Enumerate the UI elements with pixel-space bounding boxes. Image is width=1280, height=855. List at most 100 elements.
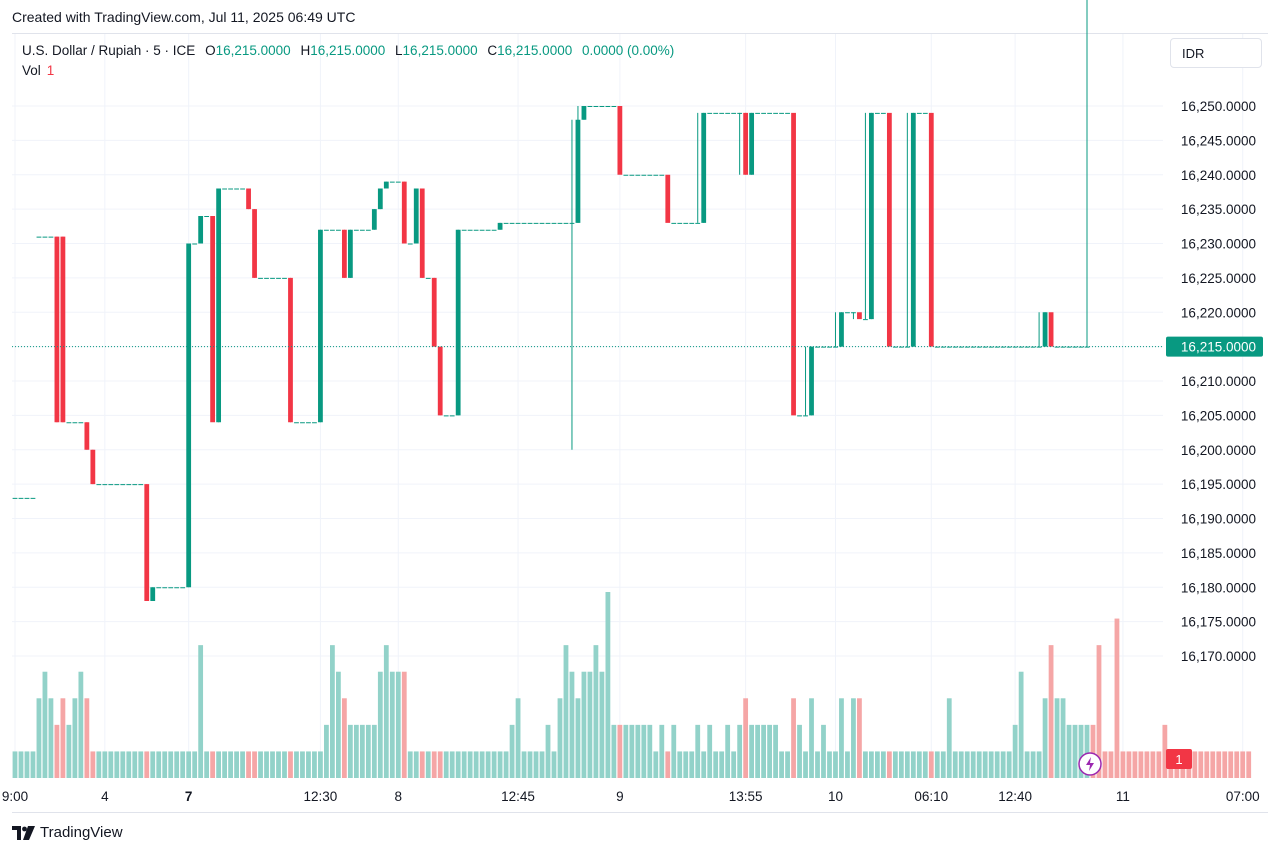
- symbol-name[interactable]: U.S. Dollar / Rupiah · 5 · ICE: [22, 43, 196, 58]
- volume-bar: [707, 724, 713, 778]
- candle-body: [785, 112, 790, 114]
- x-tick-label: 07:00: [1226, 789, 1260, 804]
- candle-body: [593, 106, 599, 107]
- candle-body: [605, 106, 611, 107]
- volume-bar: [24, 751, 30, 778]
- volume-bar: [719, 751, 725, 778]
- candle-body: [892, 346, 898, 348]
- volume-bar: [1000, 751, 1006, 778]
- currency-label: IDR: [1182, 46, 1205, 61]
- volume-bar: [922, 751, 928, 778]
- candle-body: [815, 346, 820, 348]
- volume-bar: [1012, 724, 1018, 778]
- candle-body: [851, 312, 856, 314]
- candle-body: [401, 181, 407, 244]
- candle-body: [875, 112, 880, 114]
- volume-bar: [503, 751, 509, 778]
- volume-bar: [341, 698, 347, 778]
- volume-bar: [898, 751, 904, 778]
- volume-label[interactable]: Vol: [22, 63, 41, 78]
- candle-body: [485, 229, 491, 231]
- volume-bar: [84, 698, 90, 778]
- volume-bar: [701, 751, 707, 778]
- candle-body: [341, 229, 347, 278]
- candle-body: [246, 188, 251, 210]
- candle-body: [324, 229, 329, 231]
- candle-body: [976, 346, 982, 348]
- y-tick-label: 16,230.0000: [1181, 237, 1256, 252]
- candle-body: [551, 222, 557, 224]
- volume-bar: [1198, 751, 1204, 778]
- tradingview-logo-icon: [12, 825, 35, 840]
- price-chart[interactable]: 16,250.0000 16,245.0000 16,240.0000 16,235.…: [0, 0, 1280, 812]
- volume-bar: [551, 751, 557, 778]
- volume-bar: [192, 751, 198, 778]
- candle-body: [617, 106, 623, 175]
- ohlc-legend: U.S. Dollar / Rupiah · 5 · ICE O16,215.0…: [22, 43, 674, 58]
- volume-bar: [904, 751, 910, 778]
- volume-bar: [264, 751, 269, 778]
- volume-bar: [988, 751, 994, 778]
- candle-body: [126, 484, 132, 486]
- candle-body: [84, 422, 90, 450]
- last-price-badge-label: 16,215.0000: [1181, 340, 1256, 355]
- candle-body: [18, 497, 24, 499]
- volume-bar: [174, 751, 180, 778]
- currency-button[interactable]: IDR: [1170, 38, 1262, 68]
- brand-name: TradingView: [40, 824, 123, 841]
- candle-body: [72, 422, 78, 424]
- candle-body: [479, 229, 485, 231]
- candle-body: [749, 112, 755, 175]
- candle-body: [557, 222, 563, 224]
- x-tick-label: 7: [185, 789, 193, 804]
- last-volume-badge: [1166, 749, 1192, 769]
- candle-body: [449, 415, 455, 417]
- candle-body: [886, 112, 892, 347]
- candle-body: [66, 422, 72, 424]
- volume-bar: [377, 671, 383, 778]
- open-value: 16,215.0000: [215, 43, 291, 58]
- y-tick-label: 16,240.0000: [1181, 168, 1256, 183]
- x-tick-label: 12:40: [998, 789, 1032, 804]
- open-label: O: [205, 43, 216, 58]
- candle-body: [635, 174, 641, 176]
- volume-bar: [120, 751, 126, 778]
- volume-bar: [491, 751, 497, 778]
- candle-body: [791, 112, 796, 416]
- tradingview-logo[interactable]: TradingView: [12, 824, 123, 841]
- volume-bar: [1228, 751, 1234, 778]
- candle-body: [174, 587, 180, 589]
- candle-body: [940, 346, 946, 348]
- volume-bar: [521, 751, 527, 778]
- volume-bar: [132, 751, 138, 778]
- y-tick-label: 16,245.0000: [1181, 133, 1256, 148]
- candle-body: [575, 119, 581, 223]
- candle-body: [132, 484, 138, 486]
- volume-bar: [114, 751, 120, 778]
- volume-bar: [288, 751, 293, 778]
- volume-bar: [940, 751, 946, 778]
- x-tick-label: 9: [616, 789, 624, 804]
- volume-bar: [210, 751, 216, 778]
- candle-body: [48, 236, 54, 238]
- volume-bar: [461, 751, 467, 778]
- volume-bar: [102, 751, 108, 778]
- volume-bar: [743, 698, 749, 778]
- chart-frame[interactable]: [12, 33, 1268, 813]
- y-tick-label: 16,210.0000: [1181, 374, 1256, 389]
- candle-body: [683, 222, 689, 224]
- candle-body: [719, 112, 725, 114]
- volume-bar: [36, 698, 42, 778]
- candle-body: [563, 222, 569, 224]
- candle-body: [689, 222, 695, 224]
- volume-bar: [108, 751, 114, 778]
- candle-body: [377, 188, 383, 210]
- volume-bar: [976, 751, 982, 778]
- candle-body: [952, 346, 958, 348]
- high-value: 16,215.0000: [310, 43, 386, 58]
- volume-bar: [449, 751, 455, 778]
- candle-body: [108, 484, 114, 486]
- volume-bar: [827, 751, 832, 778]
- candle-body: [461, 229, 467, 231]
- volume-bar: [910, 751, 916, 778]
